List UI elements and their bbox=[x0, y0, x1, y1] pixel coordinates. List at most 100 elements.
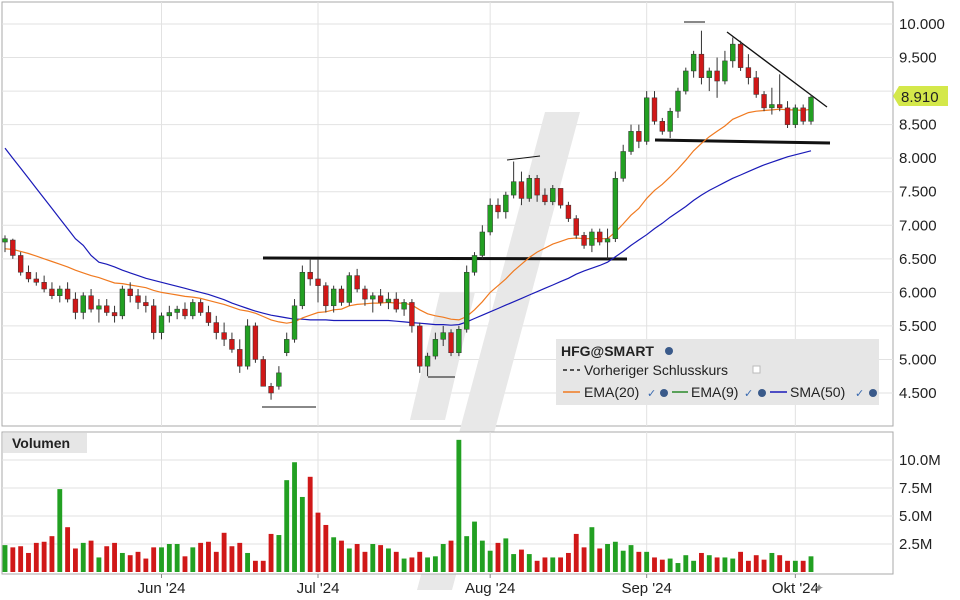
x-tick-label: Okt '24 bbox=[772, 580, 819, 597]
sma50-path bbox=[4, 147, 812, 326]
volume-bar bbox=[479, 540, 485, 572]
volume-bar bbox=[2, 545, 8, 572]
candle-body bbox=[808, 96, 814, 122]
candle-body bbox=[456, 329, 462, 353]
volume-bar bbox=[49, 536, 55, 572]
volume-bar bbox=[206, 541, 211, 572]
trendlines bbox=[262, 21, 831, 408]
volume-bar bbox=[127, 555, 133, 572]
candle-body bbox=[2, 238, 8, 243]
legend: HFG@SMART Vorheriger Schlusskurs EMA(20)… bbox=[556, 339, 879, 405]
volume-tick-label: 7.5M bbox=[899, 480, 932, 497]
descending-trendline bbox=[726, 31, 828, 108]
volume-bar bbox=[393, 551, 399, 572]
price-tick-label: 8.500 bbox=[899, 117, 937, 134]
sma50-line bbox=[4, 147, 812, 326]
volume-bar bbox=[417, 551, 423, 572]
volume-bar bbox=[722, 557, 728, 572]
volume-bar bbox=[284, 480, 290, 572]
candle-body bbox=[330, 288, 337, 307]
candle-body bbox=[604, 238, 611, 243]
candle-body bbox=[510, 181, 517, 196]
candle-body bbox=[315, 278, 321, 286]
candle-body bbox=[542, 194, 548, 203]
candle-body bbox=[565, 204, 572, 219]
volume-bar bbox=[800, 560, 806, 572]
ema9-check-icon[interactable]: ✓ bbox=[744, 388, 753, 400]
candle-body bbox=[80, 295, 86, 313]
volume-bar bbox=[785, 560, 790, 572]
volume-bar bbox=[237, 542, 243, 572]
volume-bar bbox=[464, 536, 470, 572]
candle-body bbox=[534, 178, 540, 196]
volume-bar bbox=[65, 527, 71, 572]
volume-bar bbox=[315, 512, 321, 572]
volume-bar bbox=[699, 552, 704, 572]
volume-title: Volumen bbox=[12, 435, 70, 451]
volume-bar bbox=[589, 527, 595, 572]
sma50-settings-icon[interactable] bbox=[869, 389, 877, 397]
candle-body bbox=[471, 255, 478, 273]
candle-body bbox=[299, 271, 306, 307]
symbol-settings-icon[interactable] bbox=[665, 347, 673, 355]
ema20-line bbox=[4, 108, 812, 324]
volume-bar bbox=[612, 541, 618, 572]
volume-bar bbox=[534, 560, 540, 572]
candle-body bbox=[487, 204, 493, 233]
volume-bar bbox=[808, 556, 814, 572]
candle-body bbox=[307, 271, 313, 280]
volume-bar bbox=[362, 551, 368, 572]
candle-body bbox=[346, 275, 352, 303]
candle-body bbox=[119, 288, 126, 317]
candle-body bbox=[64, 288, 71, 300]
candle-body bbox=[745, 67, 752, 78]
candle-body bbox=[135, 295, 141, 303]
scroll-right-icon[interactable]: ✦ bbox=[814, 581, 824, 595]
candles bbox=[2, 30, 814, 400]
volume-tick-label: 2.5M bbox=[899, 536, 932, 553]
volume-bar bbox=[620, 550, 626, 572]
candle-body bbox=[424, 355, 431, 367]
legend-prev-close: Vorheriger Schlusskurs bbox=[584, 362, 728, 378]
candle-body bbox=[221, 332, 227, 340]
volume-bar bbox=[378, 545, 384, 572]
volume-tick-label: 10.0M bbox=[899, 452, 941, 469]
volume-bar bbox=[370, 544, 376, 572]
volume-bar bbox=[198, 542, 204, 572]
ema9-settings-icon[interactable] bbox=[758, 389, 766, 397]
candle-body bbox=[479, 231, 486, 256]
volume-bar bbox=[33, 542, 39, 572]
prev-close-checkbox[interactable] bbox=[752, 365, 761, 374]
volume-bars bbox=[2, 439, 814, 572]
candle-body bbox=[151, 305, 157, 333]
price-tick-label: 5.500 bbox=[899, 318, 937, 335]
volume-bar bbox=[339, 540, 344, 572]
volume-bar bbox=[135, 551, 141, 572]
candle-body bbox=[581, 235, 587, 246]
volume-bar bbox=[542, 557, 548, 572]
candle-body bbox=[377, 295, 384, 303]
candle-body bbox=[291, 305, 298, 340]
candle-body bbox=[800, 107, 806, 122]
sma50-check-icon[interactable]: ✓ bbox=[855, 388, 864, 400]
volume-bar bbox=[550, 557, 556, 572]
volume-bar bbox=[605, 544, 610, 572]
price-tick-label: 10.000 bbox=[899, 16, 945, 33]
volume-bar bbox=[425, 557, 430, 572]
candle-body bbox=[197, 302, 204, 313]
x-axis: Jun '24 Jul '24 Aug '24 Sep '24 Okt '24 bbox=[138, 574, 819, 597]
x-tick-label: Sep '24 bbox=[621, 580, 671, 597]
ema20-check-icon[interactable]: ✓ bbox=[647, 388, 656, 400]
volume-bar bbox=[503, 538, 509, 572]
volume-bar bbox=[597, 548, 603, 572]
candle-body bbox=[354, 275, 360, 290]
ema20-settings-icon[interactable] bbox=[660, 389, 668, 397]
x-tick-label: Jul '24 bbox=[297, 580, 340, 597]
candle-body bbox=[166, 312, 173, 317]
volume-bar bbox=[174, 544, 180, 572]
legend-symbol: HFG@SMART bbox=[561, 343, 654, 359]
candle-body bbox=[706, 70, 712, 78]
volume-bar bbox=[213, 551, 219, 572]
